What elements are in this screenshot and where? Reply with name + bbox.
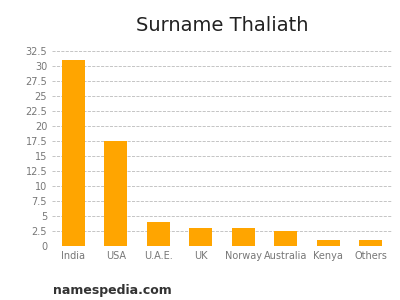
Bar [316, 240, 340, 246]
Bar [62, 60, 85, 246]
Text: namespedia.com: namespedia.com [53, 284, 171, 297]
Bar [104, 141, 128, 246]
Bar [146, 222, 170, 246]
Title: Surname Thaliath: Surname Thaliath [136, 16, 308, 35]
Bar [189, 228, 212, 246]
Bar [359, 240, 382, 246]
Bar [274, 231, 298, 246]
Bar [232, 228, 255, 246]
